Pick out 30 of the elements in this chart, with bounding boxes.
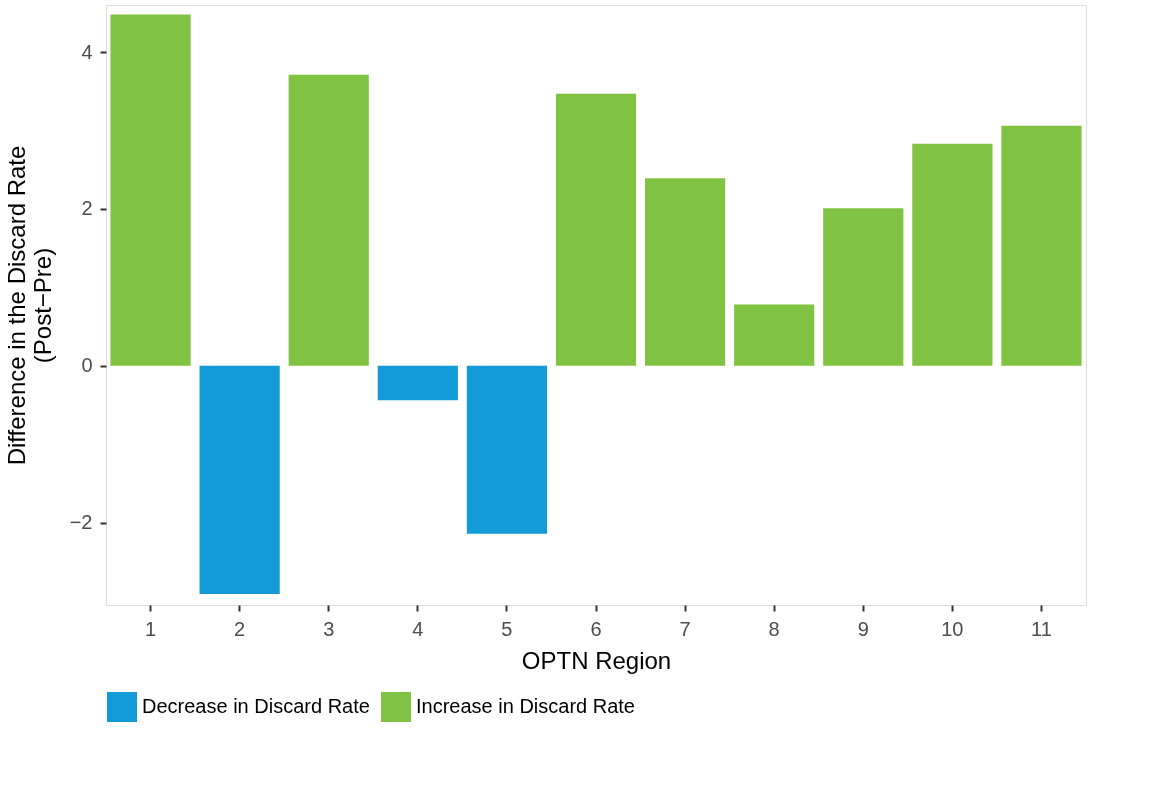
bar bbox=[555, 93, 637, 366]
bar bbox=[199, 365, 280, 595]
x-tick-label: 4 bbox=[412, 617, 424, 640]
x-tick-label: 11 bbox=[1031, 617, 1052, 640]
x-tick-label: 2 bbox=[234, 617, 246, 640]
x-tick-label: 8 bbox=[768, 617, 780, 640]
x-tick-label: 3 bbox=[323, 617, 335, 640]
legend-label: Increase in Discard Rate bbox=[416, 695, 635, 717]
bar bbox=[110, 14, 191, 366]
bar bbox=[645, 178, 726, 366]
bar bbox=[377, 365, 458, 401]
x-tick-label: 5 bbox=[501, 617, 513, 640]
bar bbox=[1001, 125, 1082, 366]
x-tick-label: 6 bbox=[590, 617, 602, 640]
x-tick-label: 9 bbox=[857, 617, 869, 640]
bar bbox=[823, 208, 904, 366]
y-axis-title: Difference in the Discard Rate (Post−Pre) bbox=[2, 145, 56, 466]
x-tick-label: 10 bbox=[941, 617, 964, 640]
bar bbox=[734, 304, 815, 366]
x-tick-label: 7 bbox=[679, 617, 691, 640]
bar bbox=[466, 365, 547, 534]
y-tick-label: 2 bbox=[81, 197, 93, 220]
legend-label: Decrease in Discard Rate bbox=[142, 695, 370, 717]
y-tick-label: −2 bbox=[69, 511, 93, 534]
x-tick-label: 1 bbox=[144, 617, 157, 640]
bar bbox=[288, 74, 369, 366]
y-tick-label: 4 bbox=[81, 40, 93, 63]
bar bbox=[912, 143, 993, 366]
x-axis-title: OPTN Region bbox=[521, 646, 672, 674]
y-tick-label: 0 bbox=[81, 354, 93, 377]
